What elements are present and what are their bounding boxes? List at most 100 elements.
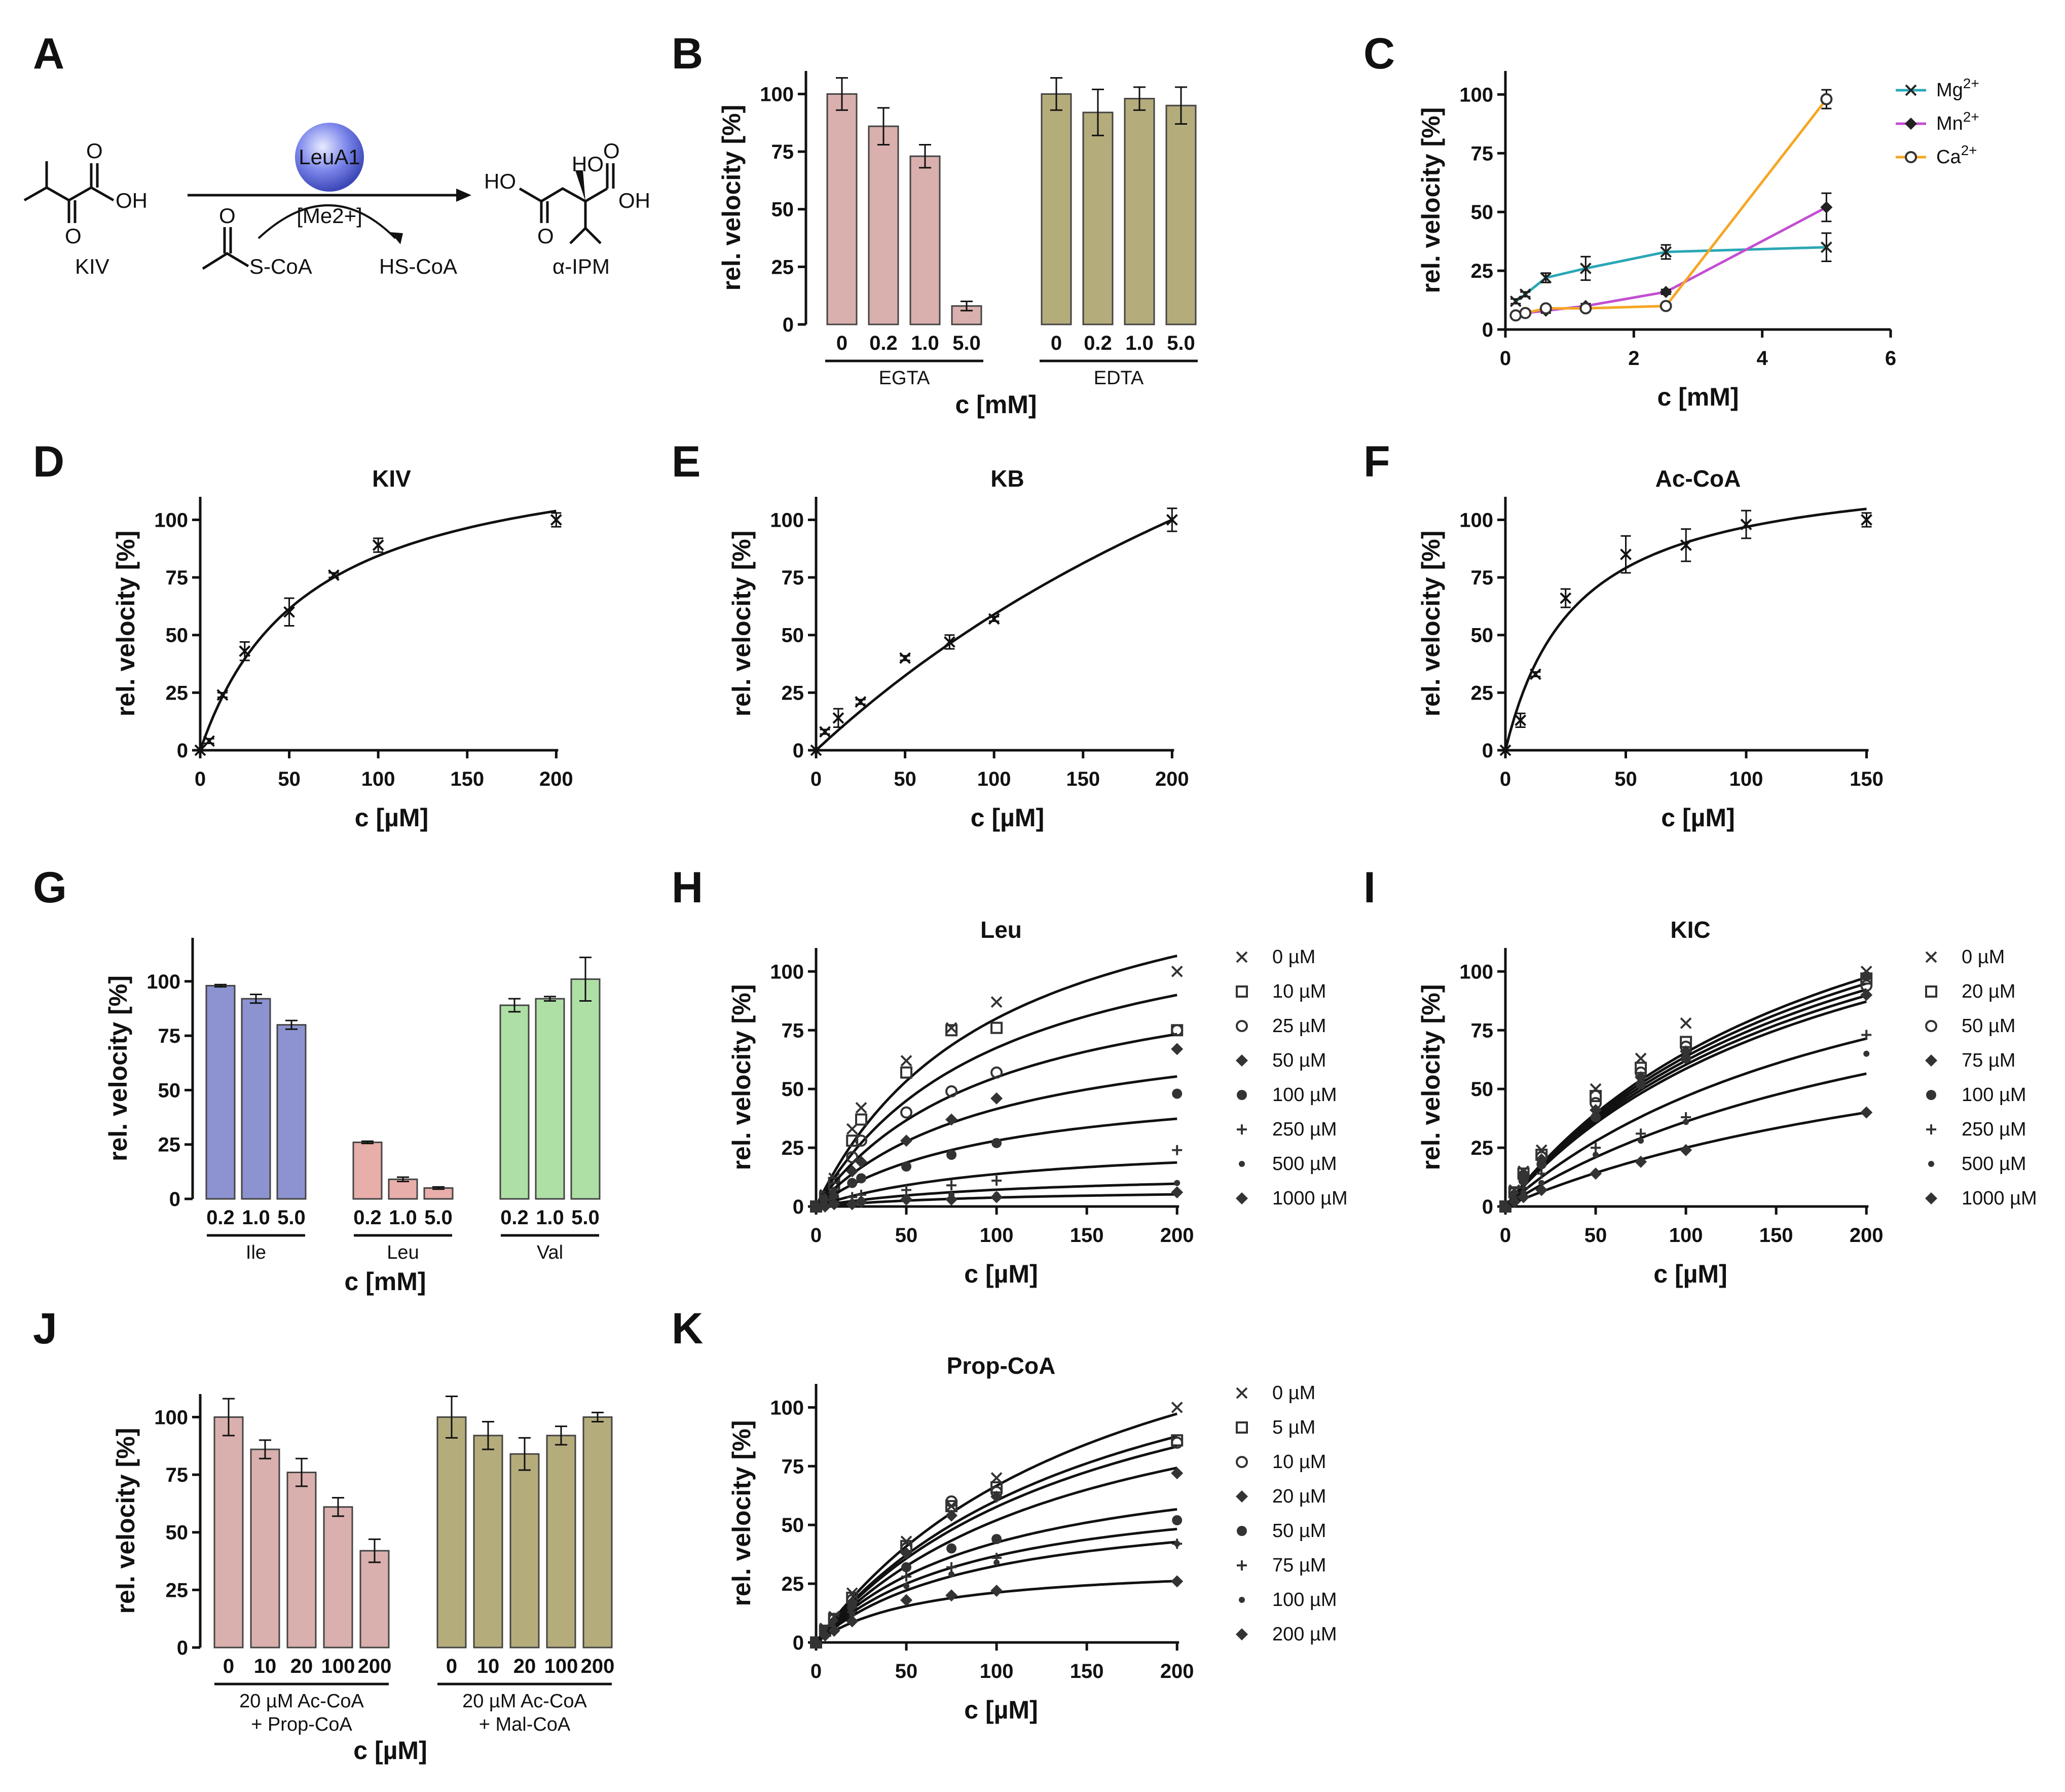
data-point — [1509, 295, 1522, 307]
legend-marker — [1905, 151, 1917, 163]
fit-curve — [1504, 1072, 1867, 1208]
y-tick-label: 100 — [770, 1397, 804, 1419]
y-tick-label: 100 — [760, 83, 794, 105]
category-label: 0 — [1051, 332, 1062, 354]
x-axis-title: c [µM] — [964, 1696, 1038, 1724]
x-tick-label: 100 — [980, 1660, 1014, 1683]
legend-marker — [1236, 1456, 1248, 1468]
legend-marker — [1236, 1192, 1248, 1204]
bar — [826, 93, 858, 325]
y-tick-label: 75 — [771, 141, 794, 163]
x-tick-label: 100 — [980, 1224, 1014, 1247]
data-point — [901, 1161, 912, 1172]
legend-marker — [1236, 985, 1248, 998]
bar — [570, 978, 601, 1200]
y-tick-label: 25 — [771, 256, 794, 278]
data-point — [991, 1534, 1002, 1544]
kiv-carbonyl-oxygen: O — [65, 224, 82, 248]
data-point — [828, 1198, 840, 1211]
x-tick-label: 50 — [894, 768, 916, 790]
bar — [352, 1141, 383, 1200]
category-label: 0 — [223, 1655, 234, 1677]
category-label: 5.0 — [571, 1206, 600, 1229]
y-tick-label: 50 — [1471, 201, 1494, 224]
x-axis-title: c [µM] — [971, 803, 1044, 832]
data-point — [1535, 1184, 1548, 1196]
data-point — [855, 1155, 868, 1168]
y-axis-title: rel. velocity [%] — [1417, 531, 1445, 717]
y-tick-label: 75 — [166, 567, 189, 589]
data-point — [327, 569, 340, 581]
x-tick-label: 200 — [1155, 768, 1189, 790]
x-tick-label: 50 — [1614, 768, 1637, 790]
category-label: 0 — [836, 332, 847, 354]
group-label: Val — [537, 1242, 563, 1263]
data-point — [1171, 1024, 1184, 1037]
data-point — [846, 1151, 859, 1163]
data-point — [990, 1585, 1003, 1597]
fit-curve — [816, 1161, 1177, 1208]
panel-D-kiv-kinetics: 0 25 50 75 100 rel. velocity [%] 0 50 100 150 200 c… — [33, 437, 573, 832]
data-point — [991, 1138, 1002, 1148]
fit-curve — [1504, 1000, 1867, 1208]
data-point — [1517, 1191, 1530, 1203]
data-point — [1172, 1515, 1183, 1525]
category-label: 5.0 — [952, 332, 981, 354]
y-tick-label: 50 — [782, 1078, 804, 1101]
y-tick-label: 25 — [782, 1137, 804, 1159]
legend-label: 5 µM — [1272, 1417, 1315, 1438]
y-tick-label: 25 — [782, 682, 804, 704]
panel-label-I: I — [1363, 863, 1376, 912]
bar — [241, 998, 271, 1200]
kiv-label: KIV — [75, 254, 109, 278]
data-point — [216, 689, 229, 701]
data-point — [283, 606, 295, 618]
x-tick-label: 6 — [1885, 347, 1896, 370]
data-point — [846, 1615, 859, 1628]
y-tick-label: 25 — [166, 1579, 189, 1601]
category-label: 0.2 — [353, 1206, 382, 1229]
legend-label: 1000 µM — [1962, 1188, 2037, 1209]
data-point — [1620, 548, 1632, 561]
data-point — [900, 1193, 913, 1206]
y-tick-label: 50 — [166, 625, 189, 647]
category-label: 1.0 — [911, 332, 939, 354]
fit-curve — [815, 1412, 1177, 1643]
y-axis-title: rel. velocity [%] — [1417, 984, 1445, 1171]
data-point — [1820, 201, 1833, 213]
bar — [1165, 104, 1197, 325]
fit-curve — [815, 955, 1177, 1208]
category-label: 100 — [321, 1655, 355, 1677]
data-point — [946, 1562, 957, 1572]
data-point — [855, 1113, 868, 1126]
legend-label-superscript: 2+ — [1961, 142, 1977, 158]
y-tick-label: 25 — [158, 1134, 181, 1156]
legend-marker — [1925, 1192, 1937, 1204]
bar — [582, 1416, 613, 1649]
group-label: EDTA — [1094, 368, 1144, 389]
bar — [388, 1178, 418, 1200]
x-tick-label: 100 — [977, 768, 1011, 790]
x-tick-label: 0 — [195, 768, 206, 790]
category-label: 5.0 — [424, 1206, 453, 1229]
ipm-oxygen-right: O — [603, 139, 620, 163]
y-tick-label: 0 — [793, 740, 804, 762]
data-point — [1820, 93, 1833, 105]
legend-marker — [1236, 1054, 1248, 1067]
panel-label-B: B — [672, 29, 703, 78]
product-label: α-IPM — [552, 254, 610, 278]
legend-label: 250 µM — [1962, 1119, 2026, 1140]
data-point — [846, 1198, 859, 1211]
bar — [509, 1453, 540, 1649]
data-point — [1593, 1152, 1599, 1158]
panel-label-H: H — [672, 863, 703, 912]
legend-label: 500 µM — [1272, 1153, 1337, 1175]
category-label: 0.2 — [1084, 332, 1112, 354]
y-tick-label: 0 — [793, 1196, 804, 1218]
x-axis-title: c [mM] — [955, 390, 1037, 419]
group-label-line2: + Mal-CoA — [479, 1714, 571, 1735]
x-tick-label: 50 — [895, 1224, 918, 1247]
data-point — [990, 996, 1003, 1008]
panel-label-D: D — [33, 437, 64, 486]
x-axis-title: c [µM] — [355, 803, 428, 832]
